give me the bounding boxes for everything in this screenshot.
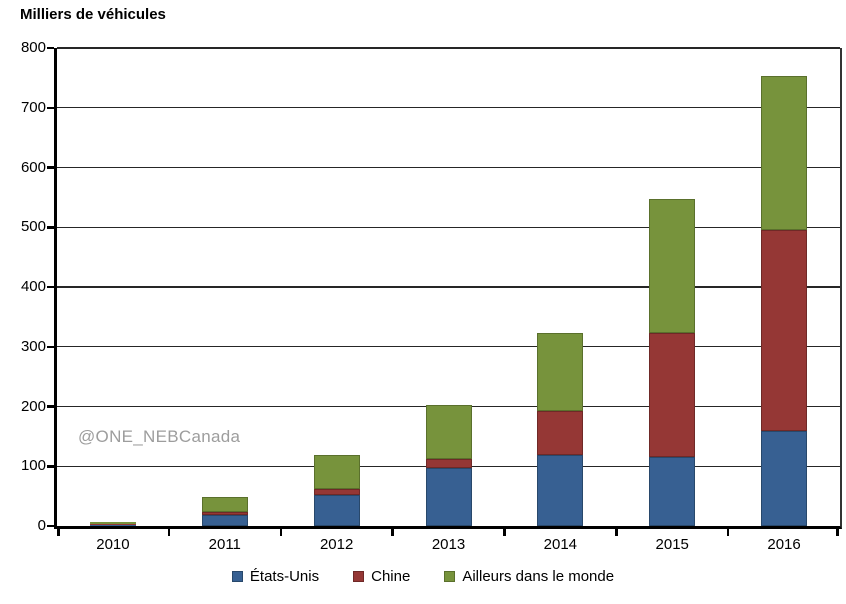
- watermark-text: @ONE_NEBCanada: [78, 427, 241, 446]
- plot-area: [47, 46, 842, 536]
- x-tick-label-2011: 2011: [208, 536, 241, 553]
- y-axis-labels: 0 100 200 300 400 500 600 700 800: [0, 0, 46, 604]
- x-tick-7: [836, 529, 839, 536]
- bar-segment-etats-unis-2014: [537, 454, 584, 526]
- y-tick-label-600: 600: [20, 158, 46, 176]
- bar-segment-ailleurs-dans-le-monde-2013: [425, 404, 472, 459]
- y-tick-label-200: 200: [20, 397, 46, 415]
- y-tick-label-100: 100: [20, 457, 46, 475]
- bar-segment-chine-2010: [89, 524, 136, 526]
- x-tick-label-2015: 2015: [655, 536, 689, 553]
- bar-segment-ailleurs-dans-le-monde-2010: [89, 521, 136, 525]
- bar-segment-etats-unis-2011: [201, 515, 248, 526]
- gridline-600: [57, 166, 840, 169]
- x-tick-label-2010: 2010: [96, 536, 130, 553]
- y-tick-800: [47, 46, 54, 50]
- bar-segment-chine-2011: [201, 512, 248, 516]
- bar-segment-etats-unis-2012: [313, 494, 360, 526]
- bar-segment-chine-2014: [537, 411, 584, 455]
- y-tick-label-700: 700: [20, 98, 46, 116]
- bar-segment-chine-2016: [761, 229, 808, 431]
- y-tick-400: [47, 285, 54, 289]
- x-tick-label-2014: 2014: [543, 536, 578, 553]
- legend: États-Unis Chine Ailleurs dans le monde: [0, 568, 846, 585]
- x-tick-label-2016: 2016: [767, 536, 801, 553]
- bar-segment-etats-unis-2010: [89, 525, 136, 526]
- x-tick-1: [167, 529, 171, 536]
- bar-segment-etats-unis-2015: [649, 457, 696, 526]
- bar-segment-ailleurs-dans-le-monde-2016: [761, 75, 808, 230]
- gridline-700: [57, 107, 840, 109]
- x-tick-5: [615, 529, 618, 536]
- legend-item-etats-unis: États-Unis: [231, 568, 320, 585]
- y-tick-200: [47, 405, 54, 408]
- y-tick-label-800: 800: [20, 39, 46, 56]
- x-tick-4: [503, 529, 506, 536]
- y-tick-label-300: 300: [20, 337, 46, 355]
- legend-swatch-etats-unis: [231, 571, 243, 582]
- bar-segment-chine-2012: [313, 488, 360, 495]
- bar-segment-ailleurs-dans-le-monde-2014: [537, 333, 584, 412]
- bar-segment-ailleurs-dans-le-monde-2015: [649, 199, 696, 334]
- y-tick-label-500: 500: [20, 218, 46, 236]
- y-tick-500: [47, 226, 54, 229]
- bar-segment-etats-unis-2013: [425, 467, 472, 526]
- y-tick-600: [47, 166, 54, 169]
- bar-segment-chine-2015: [649, 333, 696, 458]
- gridline-300: [57, 346, 840, 348]
- y-tick-700: [47, 106, 54, 110]
- legend-swatch-chine: [353, 571, 365, 582]
- x-tick-6: [726, 529, 730, 536]
- chart-title: Milliers de véhicules: [20, 6, 166, 23]
- x-tick-label-2013: 2013: [431, 536, 466, 553]
- y-tick-100: [47, 465, 54, 468]
- y-tick-0: [47, 524, 54, 528]
- legend-item-ailleurs-dans-le-monde: Ailleurs dans le monde: [444, 568, 614, 585]
- gridline-400: [57, 286, 840, 288]
- bar-segment-ailleurs-dans-le-monde-2012: [313, 455, 360, 489]
- gridline-500: [57, 226, 840, 228]
- x-tick-3: [391, 529, 394, 536]
- legend-swatch-ailleurs-dans-le-monde: [444, 571, 456, 582]
- x-tick-label-2012: 2012: [319, 536, 354, 553]
- x-tick-0: [57, 529, 60, 536]
- y-tick-label-400: 400: [20, 278, 46, 295]
- bar-segment-ailleurs-dans-le-monde-2011: [201, 497, 248, 513]
- bar-segment-chine-2013: [425, 458, 472, 468]
- legend-item-chine: Chine: [353, 568, 410, 585]
- y-tick-label-0: 0: [37, 517, 46, 534]
- legend-label-chine: Chine: [371, 568, 411, 585]
- legend-label-ailleurs-dans-le-monde: Ailleurs dans le monde: [462, 568, 615, 585]
- legend-label-etats-unis: États-Unis: [249, 568, 320, 585]
- bar-segment-etats-unis-2016: [761, 430, 808, 526]
- gridline-800: [57, 47, 840, 49]
- x-tick-2: [279, 529, 282, 536]
- y-tick-300: [47, 345, 54, 349]
